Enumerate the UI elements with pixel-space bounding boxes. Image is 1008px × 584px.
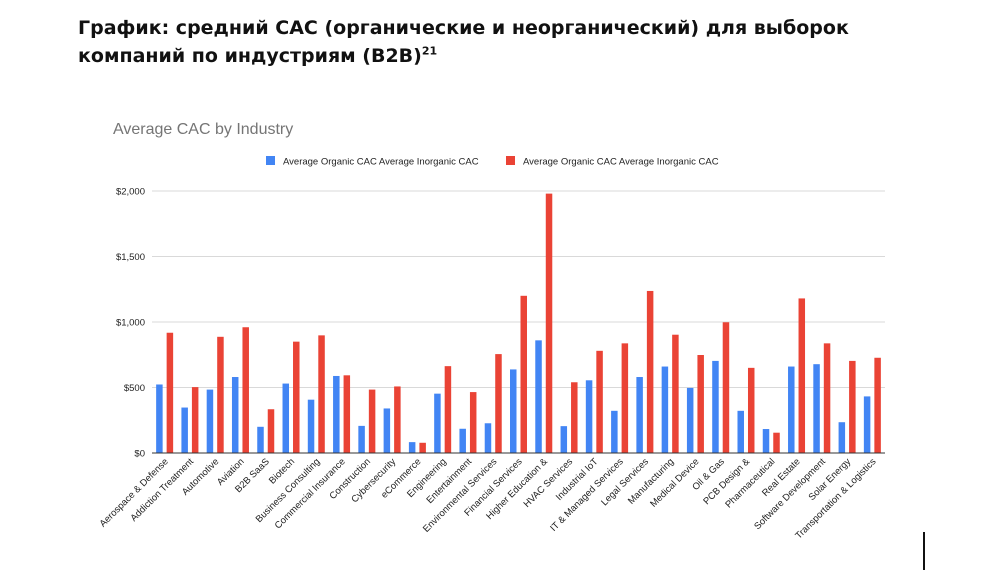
bar-series-1 (459, 428, 466, 453)
bar-series-2 (191, 387, 199, 453)
bar-series-1 (661, 366, 669, 453)
y-axis: $0 $500 $1,000 $1,500 $2,000 (116, 187, 145, 460)
bar-series-2 (646, 290, 654, 453)
bar-series-2 (419, 442, 426, 453)
bar-series-2 (747, 367, 755, 453)
bar-series-2 (722, 322, 730, 453)
y-tick-label: $500 (124, 383, 145, 394)
bar-series-1 (762, 429, 770, 453)
y-tick-label: $2,000 (116, 187, 145, 198)
bar-series-2 (697, 355, 704, 453)
bar-series-2 (318, 335, 325, 453)
bar-series-1 (686, 387, 694, 453)
bar-series-2 (343, 375, 351, 453)
bar-series-1 (358, 425, 365, 453)
bar-series-1 (585, 380, 593, 453)
bar-series-2 (798, 298, 806, 453)
bar-series-2 (293, 341, 300, 453)
bar-series-1 (737, 410, 744, 453)
chart-title: Average CAC by Industry (113, 121, 293, 138)
heading-footnote: 21 (421, 44, 438, 58)
y-tick-label: $0 (134, 449, 145, 460)
bar-series-1 (383, 408, 391, 453)
bar-series-2 (672, 334, 679, 453)
bar-series-2 (444, 366, 452, 453)
bar-series-1 (156, 384, 163, 453)
y-tick-label: $1,500 (116, 252, 145, 263)
bar-series-1 (636, 377, 643, 453)
bar-series-2 (874, 357, 881, 453)
bar-series-1 (510, 369, 517, 453)
bar-series-2 (596, 350, 603, 453)
bar-series-1 (863, 396, 871, 453)
bar-series-2 (571, 382, 578, 453)
bar-series-1 (484, 423, 492, 453)
legend-label-series-2: Average Organic CAC Average Inorganic CA… (523, 157, 719, 168)
bar-series-1 (434, 393, 441, 453)
bar-series-1 (231, 377, 239, 453)
bar-series-2 (217, 336, 224, 453)
bar-series-1 (181, 407, 188, 453)
bar-series-2 (545, 193, 553, 453)
chart-legend: Average Organic CAC Average Inorganic CA… (266, 156, 719, 168)
bar-series-2 (773, 432, 780, 453)
bar-series-2 (394, 386, 401, 453)
bar-series-1 (560, 426, 568, 453)
page-heading-text: График: средний CAC (органические и неор… (78, 17, 849, 67)
legend-swatch-series-1 (266, 156, 275, 165)
bar-series-2 (621, 343, 629, 453)
text-cursor (923, 532, 925, 570)
bar-series-1 (408, 442, 416, 453)
bar-series-2 (267, 409, 275, 453)
legend-label-series-1: Average Organic CAC Average Inorganic CA… (283, 157, 479, 168)
bar-series-1 (307, 399, 315, 453)
bar-series-1 (611, 410, 618, 453)
bar-series-1 (712, 360, 719, 453)
bar-series-1 (535, 340, 542, 453)
bar-series-2 (469, 392, 477, 453)
bar-series-1 (838, 422, 846, 453)
bar-series-2 (495, 354, 502, 453)
y-tick-label: $1,000 (116, 318, 145, 329)
page-heading: График: средний CAC (органические и неор… (78, 14, 958, 70)
bar-series-2 (520, 295, 527, 453)
chart-bars (156, 193, 881, 453)
bar-series-1 (282, 383, 290, 453)
bar-series-2 (823, 343, 831, 453)
bar-series-1 (257, 426, 264, 453)
bar-series-2 (368, 389, 376, 453)
bar-series-1 (206, 389, 214, 453)
bar-series-1 (813, 364, 820, 453)
bar-series-2 (849, 360, 856, 453)
bar-series-2 (166, 332, 174, 453)
chart-gridlines (152, 190, 885, 388)
bar-series-1 (788, 366, 795, 453)
legend-swatch-series-2 (506, 156, 515, 165)
bar-series-2 (242, 327, 249, 453)
bar-series-1 (333, 375, 340, 453)
